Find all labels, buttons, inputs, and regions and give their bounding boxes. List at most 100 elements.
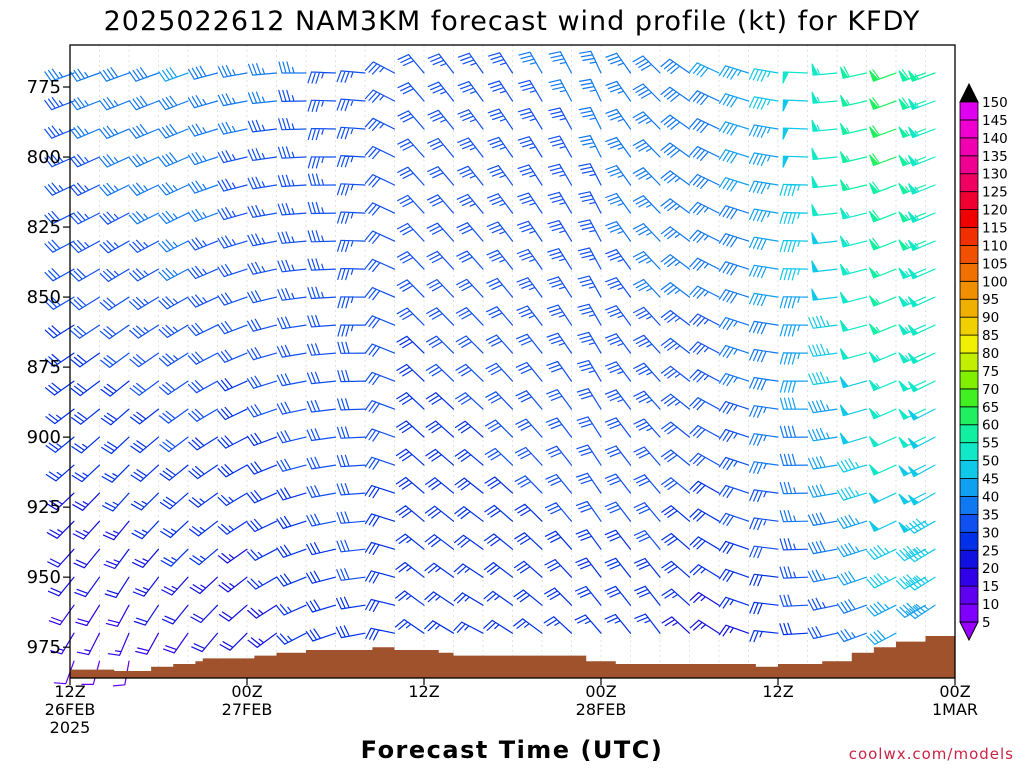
wind-barb [306,485,337,498]
plot-frame [69,44,956,679]
wind-barb [248,63,278,76]
wind-barb [337,296,366,309]
wind-barb [426,307,455,326]
wind-barb [632,139,661,158]
wind-barb [276,544,307,558]
wind-barb [425,477,455,494]
wind-barb [546,304,573,326]
wind-barb [396,392,425,410]
wind-barb [517,164,543,186]
wind-barb [605,136,632,158]
wind-barb [159,492,189,510]
wind-barb [604,473,632,494]
wind-barb [187,95,219,109]
wind-barb [426,222,455,242]
wind-barb [908,183,936,195]
wind-barb [516,305,543,326]
wind-barb [159,436,189,453]
wind-barb [718,205,750,220]
wind-barb [604,529,632,550]
wind-barb [160,548,189,567]
wind-barb [278,89,307,102]
colorbar-tick-label: 15 [982,579,999,595]
wind-barb [44,324,75,339]
wind-barb [836,514,868,529]
colorbar-segment [959,191,979,210]
wind-barb [869,351,897,363]
wind-barb [397,194,425,214]
wind-barb [660,58,691,74]
wind-barb [544,530,573,550]
wind-barb [187,265,219,280]
wind-barb [908,464,936,478]
wind-barb [158,95,189,111]
wind-barb [634,613,661,634]
wind-barb [749,208,779,223]
wind-barb [190,604,219,624]
wind-barb [660,226,691,242]
wind-barb [605,249,632,270]
wind-barb [105,604,130,627]
wind-barb [307,286,337,300]
wind-barb [718,345,750,359]
wind-barb [76,632,101,656]
wind-barb [218,576,248,593]
wind-barb [782,127,809,140]
wind-barb [305,599,337,613]
wind-barb [689,313,720,327]
wind-barb [836,628,868,643]
wind-barb [135,632,160,655]
y-axis: 775 800 825 850 875 900 925 950 975 [27,77,70,658]
wind-barb [869,97,897,110]
wind-barb [689,425,720,439]
wind-barb [395,505,425,522]
wind-barb [633,278,661,298]
wind-barb [895,546,927,562]
colorbar-segment [959,424,979,444]
wind-barb [779,239,809,253]
wind-barb [133,604,160,626]
colorbar-tick-label: 35 [982,507,999,523]
wind-barb [217,121,248,135]
wind-barb [47,576,75,597]
colorbar-segment [959,603,979,623]
wind-barb [187,351,219,365]
wind-barb [395,590,425,606]
wind-barb [779,380,809,393]
wind-barb [546,389,573,410]
wind-barb [44,211,75,225]
wind-barb [336,596,366,610]
wind-barb [576,416,602,438]
wind-barb [276,373,307,387]
wind-barb [454,420,484,438]
colorbar-upper-arrow [959,82,979,103]
wind-barb [160,520,189,539]
wind-barb [101,436,130,455]
wind-barb [908,126,936,139]
x-tick-label: 28FEB [576,700,627,719]
wind-barb [337,239,366,252]
wind-barb [779,594,809,607]
x-tick-label: 26FEB [45,700,96,719]
wind-barb [364,117,396,131]
wind-barb [515,446,543,466]
wind-barb [575,529,602,550]
wind-barb [337,267,366,281]
wind-barb [188,408,219,422]
wind-barb [102,520,130,541]
wind-barb [487,80,514,102]
wind-barb [364,456,396,470]
wind-barb [455,335,484,354]
colorbar-lower-arrow [959,621,979,642]
wind-barb [276,430,307,444]
wind-barb [516,277,543,298]
wind-barb [188,520,219,537]
wind-barb [749,433,779,446]
colorbar-tick-label: 45 [982,472,999,488]
wind-barb [718,93,750,108]
wind-barb [130,464,160,482]
wind-barb [782,71,809,84]
wind-barb [836,486,868,501]
wind-barb [246,548,278,561]
